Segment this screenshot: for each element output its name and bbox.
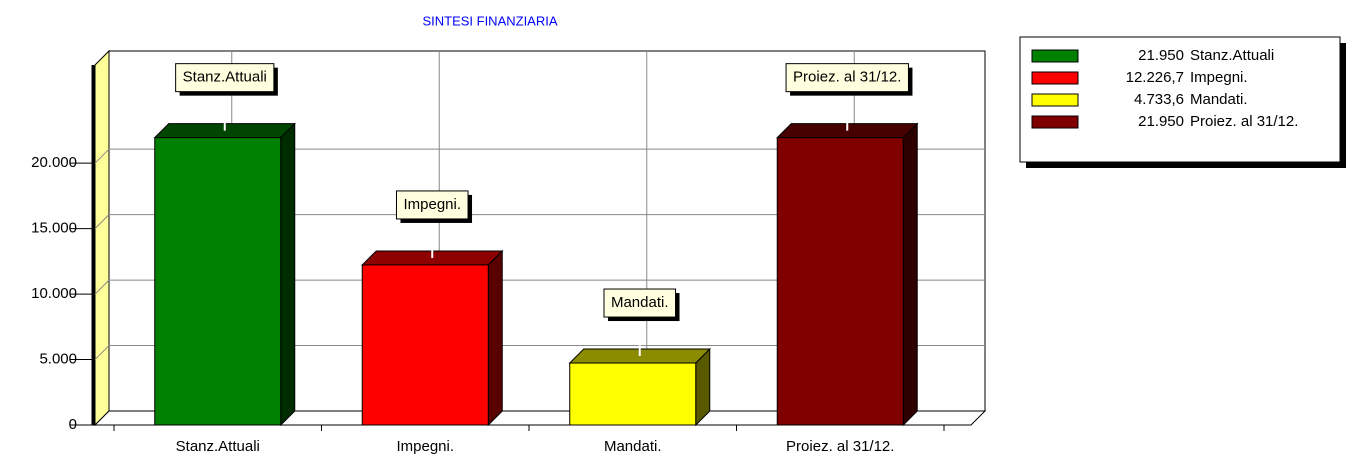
legend-swatch (1031, 93, 1079, 107)
legend-label: Mandati. (1190, 91, 1248, 108)
bar-side (280, 122, 296, 427)
x-tick-label: Stanz.Attuali (176, 438, 260, 455)
callout-box (175, 63, 275, 93)
chart-title: SINTESI FINANZIARIA (422, 13, 557, 28)
bar (361, 264, 489, 426)
legend-value: 4.733,6 (1134, 91, 1184, 108)
grid-line (94, 345, 110, 360)
legend-value: 21.950 (1138, 47, 1184, 64)
bar-side (902, 122, 918, 427)
callout-label: Mandati. (611, 294, 669, 311)
bar (154, 137, 282, 426)
x-tick-label: Impegni. (396, 438, 454, 455)
y-tick-label: 15.000 (31, 220, 77, 237)
callout-label: Proiez. al 31/12. (793, 69, 901, 86)
callout-label: Stanz.Attuali (183, 69, 267, 86)
y-tick-label: 0 (69, 416, 77, 433)
bar (569, 362, 697, 426)
x-tick-label: Mandati. (604, 438, 662, 455)
legend-swatch (1031, 71, 1079, 85)
legend-value: 12.226,7 (1126, 69, 1184, 86)
callout-box (603, 288, 677, 318)
callout: Proiez. al 31/12. (785, 63, 913, 96)
callout: Impegni. (395, 190, 473, 223)
grid-line (94, 279, 110, 295)
callout-box (785, 63, 909, 93)
legend-label: Impegni. (1190, 69, 1248, 86)
legend-label: Stanz.Attuali (1190, 47, 1274, 64)
x-tick-label: Proiez. al 31/12. (786, 438, 894, 455)
legend-swatch (1031, 49, 1079, 63)
callout-label: Impegni. (403, 196, 461, 213)
legend-swatch (1031, 115, 1079, 129)
legend-value: 21.950 (1138, 113, 1184, 130)
callout: Mandati. (603, 288, 680, 322)
callout-box (395, 190, 469, 220)
legend-label: Proiez. al 31/12. (1190, 113, 1298, 130)
callout: Stanz.Attuali (175, 63, 278, 96)
bar-side (487, 249, 503, 427)
y-tick-label: 5.000 (39, 351, 77, 368)
grid-line (94, 148, 110, 164)
left-wall (94, 49, 110, 427)
grid-line (94, 214, 110, 229)
y-tick-label: 10.000 (31, 285, 77, 302)
y-tick-label: 20.000 (31, 154, 77, 171)
bar (776, 137, 904, 426)
